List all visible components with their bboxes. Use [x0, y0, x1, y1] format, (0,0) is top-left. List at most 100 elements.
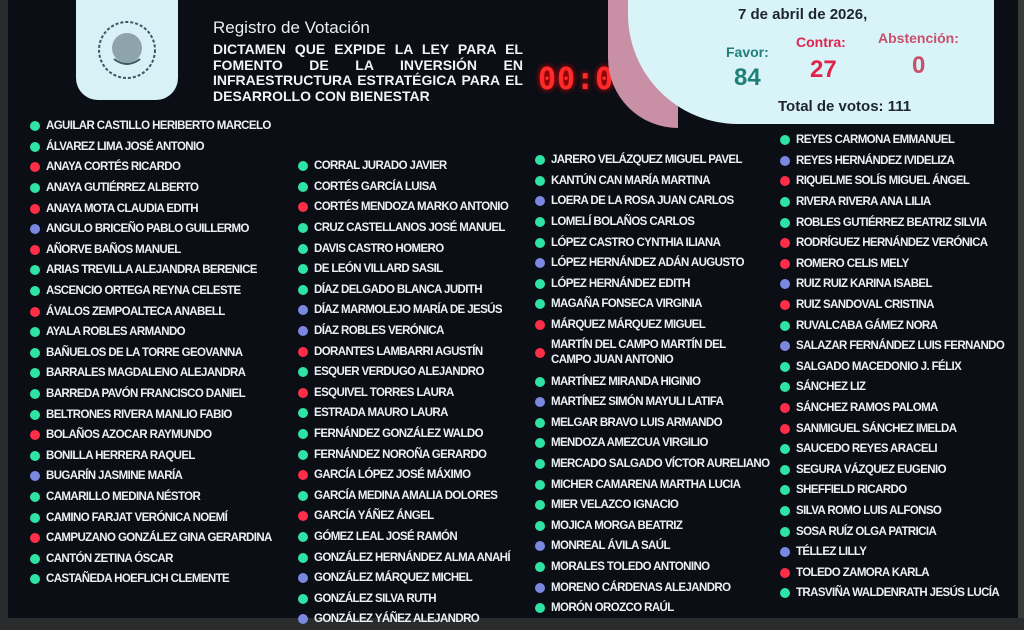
senator-name: GARCÍA LÓPEZ JOSÉ MÁXIMO — [314, 469, 471, 482]
senator-row: LÓPEZ CASTRO CYNTHIA ILIANA — [535, 232, 769, 253]
senator-name: SÁNCHEZ LIZ — [796, 381, 866, 394]
senator-name: SEGURA VÁZQUEZ EUGENIO — [796, 463, 947, 476]
vote-status-dot-icon — [780, 444, 790, 455]
senator-row: LOERA DE LA ROSA JUAN CARLOS — [535, 191, 769, 212]
vote-status-dot-icon — [298, 243, 308, 254]
senator-name: TOLEDO ZAMORA KARLA — [796, 566, 930, 579]
contra-label: Contra: — [796, 34, 846, 50]
senator-row: DÍAZ ROBLES VERÓNICA — [298, 321, 510, 342]
vote-status-dot-icon — [30, 306, 40, 317]
senator-name: TÉLLEZ LILLY — [796, 546, 867, 559]
vote-status-dot-icon — [535, 541, 545, 552]
senator-name: SHEFFIELD RICARDO — [796, 484, 907, 497]
vote-status-dot-icon — [535, 500, 545, 511]
vote-status-dot-icon — [30, 553, 40, 564]
vote-status-dot-icon — [780, 341, 790, 352]
senator-row: CORRAL JURADO JAVIER — [298, 156, 510, 177]
senator-row: RIVERA RIVERA ANA LILIA — [780, 192, 1004, 213]
vote-status-dot-icon — [30, 327, 40, 338]
vote-status-dot-icon — [30, 286, 40, 297]
senator-name: MENDOZA AMEZCUA VIRGILIO — [551, 437, 708, 450]
senator-name: ANGULO BRICEÑO PABLO GUILLERMO — [46, 223, 249, 236]
senator-name: TRASVIÑA WALDENRATH JESÚS LUCÍA — [796, 587, 1000, 600]
senator-row: ESTRADA MAURO LAURA — [298, 403, 510, 424]
vote-status-dot-icon — [30, 491, 40, 502]
senator-row: MIER VELAZCO IGNACIO — [535, 495, 769, 516]
senator-name: SAUCEDO REYES ARACELI — [796, 443, 938, 456]
vote-status-dot-icon — [780, 382, 790, 393]
senator-row: GARCÍA YÁÑEZ ÁNGEL — [298, 506, 510, 527]
abstencion-count: 0 — [912, 52, 926, 79]
senator-name: MAGAÑA FONSECA VIRGINIA — [551, 298, 702, 311]
senator-row: SEGURA VÁZQUEZ EUGENIO — [780, 460, 1004, 481]
senator-name: LOMELÍ BOLAÑOS CARLOS — [551, 216, 695, 229]
vote-status-dot-icon — [30, 203, 40, 214]
senator-name: MICHER CAMARENA MARTHA LUCIA — [551, 478, 741, 491]
senator-name: MARTÍNEZ SIMÓN MAYULI LATIFA — [551, 396, 724, 409]
senator-row: SÁNCHEZ LIZ — [780, 377, 1004, 398]
senator-row: SAUCEDO REYES ARACELI — [780, 439, 1004, 460]
vote-status-dot-icon — [298, 593, 308, 604]
vote-status-dot-icon — [780, 464, 790, 475]
senator-name: DÍAZ DELGADO BLANCA JUDITH — [314, 283, 483, 296]
senator-row: TOLEDO ZAMORA KARLA — [780, 562, 1004, 583]
vote-status-dot-icon — [298, 181, 308, 192]
vote-status-dot-icon — [535, 320, 545, 331]
senator-row: JARERO VELÁZQUEZ MIGUEL PAVEL — [535, 150, 769, 171]
senator-name: MORÓN OROZCO RAÚL — [551, 602, 674, 615]
vote-status-dot-icon — [780, 526, 790, 537]
senator-name: CAMARILLO MEDINA NÉSTOR — [46, 490, 201, 503]
senator-row: GARCÍA MEDINA AMALIA DOLORES — [298, 486, 510, 507]
senator-name: ESQUIVEL TORRES LAURA — [314, 386, 454, 399]
vote-status-dot-icon — [780, 423, 790, 434]
vote-status-dot-icon — [298, 552, 308, 563]
senator-row: REYES HERNÁNDEZ IVIDELIZA — [780, 151, 1004, 172]
senator-name: RODRÍGUEZ HERNÁNDEZ VERÓNICA — [796, 237, 988, 250]
senator-name: BARRALES MAGDALENO ALEJANDRA — [46, 367, 246, 380]
senator-row: BELTRONES RIVERA MANLIO FABIO — [30, 404, 272, 425]
senator-row: MORENO CÁRDENAS ALEJANDRO — [535, 577, 769, 598]
senator-column-2: CORRAL JURADO JAVIER CORTÉS GARCÍA LUISA C… — [298, 156, 511, 630]
senator-name: BOLAÑOS AZOCAR RAYMUNDO — [46, 429, 212, 442]
vote-status-dot-icon — [780, 588, 790, 599]
senator-name: KANTÚN CAN MARÍA MARTINA — [551, 174, 711, 187]
vote-status-dot-icon — [535, 479, 545, 490]
vote-status-dot-icon — [30, 450, 40, 461]
senator-row: RUIZ SANDOVAL CRISTINA — [780, 295, 1004, 316]
senator-name: LÓPEZ HERNÁNDEZ ADÁN AUGUSTO — [551, 257, 745, 270]
senator-name: SOSA RUÍZ OLGA PATRICIA — [796, 525, 937, 538]
senator-row: SÁNCHEZ RAMOS PALOMA — [780, 398, 1004, 419]
vote-status-dot-icon — [298, 284, 308, 295]
senator-name: SALGADO MACEDONIO J. FÉLIX — [796, 360, 962, 373]
senator-name: SÁNCHEZ RAMOS PALOMA — [796, 402, 938, 415]
senator-row: ANAYA GUTIÉRREZ ALBERTO — [30, 178, 272, 199]
vote-status-dot-icon — [30, 141, 40, 152]
vote-status-dot-icon — [30, 265, 40, 276]
senator-row: GONZÁLEZ HERNÁNDEZ ALMA ANAHÍ — [298, 547, 511, 568]
vote-status-dot-icon — [780, 320, 790, 331]
vote-status-dot-icon — [298, 449, 308, 460]
contra-count: 27 — [810, 56, 837, 83]
vote-status-dot-icon — [298, 470, 308, 481]
senator-row: ANAYA MOTA CLAUDIA EDITH — [30, 198, 272, 219]
senator-name: BARREDA PAVÓN FRANCISCO DANIEL — [46, 388, 246, 401]
senator-row: MONREAL ÁVILA SAÚL — [535, 536, 769, 557]
senator-name: CAMINO FARJAT VERÓNICA NOEMÍ — [46, 511, 228, 524]
senator-row: CRUZ CASTELLANOS JOSÉ MANUEL — [298, 218, 510, 239]
senator-name: DE LEÓN VILLARD SASIL — [314, 263, 443, 276]
vote-status-dot-icon — [535, 582, 545, 593]
vote-status-dot-icon — [535, 217, 545, 228]
senator-row: CAMPUZANO GONZÁLEZ GINA GERARDINA — [30, 528, 272, 549]
senator-name: GARCÍA YÁÑEZ ÁNGEL — [314, 510, 434, 523]
senator-row: DAVIS CASTRO HOMERO — [298, 238, 510, 259]
vote-status-dot-icon — [298, 387, 308, 398]
senator-row: GONZÁLEZ MÁRQUEZ MICHEL — [298, 568, 510, 589]
senator-row: ESQUIVEL TORRES LAURA — [298, 383, 510, 404]
favor-count: 84 — [734, 64, 761, 91]
senator-row: BAÑUELOS DE LA TORRE GEOVANNA — [30, 343, 272, 364]
senator-row: LOMELÍ BOLAÑOS CARLOS — [535, 212, 769, 233]
screen-frame — [1018, 0, 1024, 618]
senator-row: ROBLES GUTIÉRREZ BEATRIZ SILVIA — [780, 212, 1004, 233]
senator-name: MOJICA MORGA BEATRIZ — [551, 519, 683, 532]
vote-status-dot-icon — [535, 175, 545, 186]
